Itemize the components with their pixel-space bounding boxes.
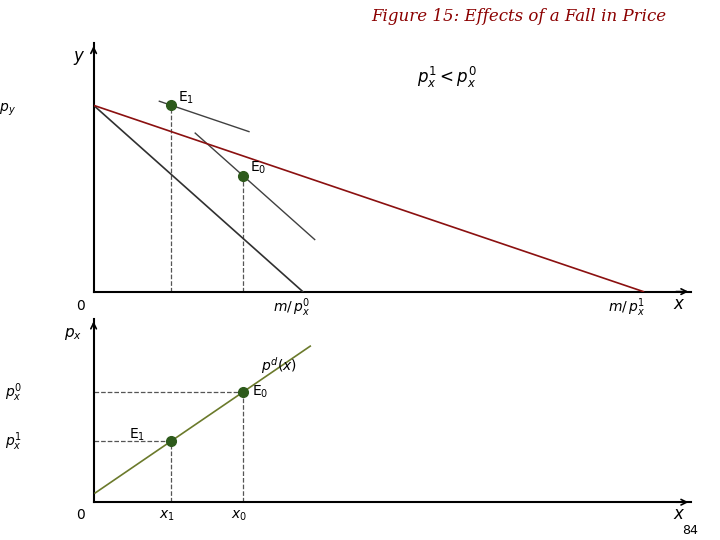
Text: $m/\, p_y$: $m/\, p_y$ bbox=[0, 99, 16, 118]
Text: 84: 84 bbox=[683, 524, 698, 537]
Text: $\rm E_1$: $\rm E_1$ bbox=[130, 427, 145, 443]
Text: $x_1$: $x_1$ bbox=[159, 509, 175, 523]
Text: $m/\, p_x^0$: $m/\, p_x^0$ bbox=[273, 296, 310, 319]
Text: $p^d(x)$: $p^d(x)$ bbox=[261, 355, 297, 376]
Text: 0: 0 bbox=[76, 299, 84, 313]
Text: $\rm E_1$: $\rm E_1$ bbox=[179, 89, 194, 105]
Text: $p_x$: $p_x$ bbox=[64, 326, 82, 342]
Text: $p_x^1 < p_x^0$: $p_x^1 < p_x^0$ bbox=[417, 65, 476, 90]
Text: $y$: $y$ bbox=[73, 49, 85, 66]
Text: $p_x^1$: $p_x^1$ bbox=[5, 430, 22, 453]
Text: $p_x^0$: $p_x^0$ bbox=[5, 381, 22, 403]
Text: $x$: $x$ bbox=[673, 295, 685, 313]
Text: $x_0$: $x_0$ bbox=[231, 509, 247, 523]
Text: 0: 0 bbox=[76, 508, 84, 522]
Text: $\rm E_0$: $\rm E_0$ bbox=[252, 383, 269, 400]
Text: Figure 15: Effects of a Fall in Price: Figure 15: Effects of a Fall in Price bbox=[371, 8, 666, 25]
Text: $m/\, p_x^1$: $m/\, p_x^1$ bbox=[608, 296, 644, 319]
Text: $\rm E_0$: $\rm E_0$ bbox=[250, 159, 266, 176]
Text: $x$: $x$ bbox=[673, 505, 685, 523]
